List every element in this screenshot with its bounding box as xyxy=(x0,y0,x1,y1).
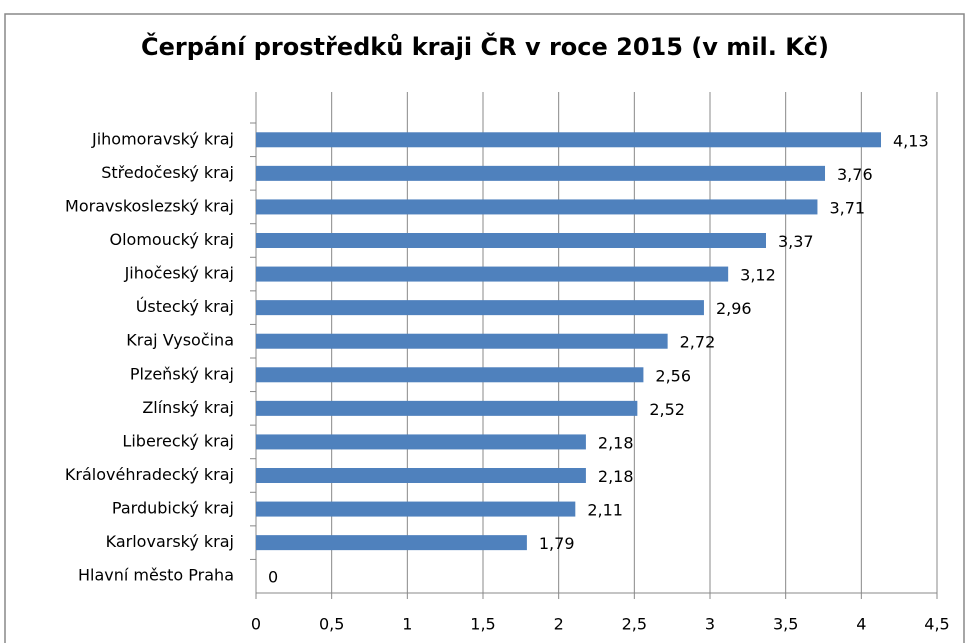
x-tick-label: 4,5 xyxy=(924,615,949,634)
chart-title: Čerpání prostředků kraji ČR v roce 2015 … xyxy=(141,31,829,61)
value-label: 2,56 xyxy=(655,366,691,385)
x-tick-label: 0 xyxy=(251,615,261,634)
value-label: 2,72 xyxy=(680,333,716,352)
x-tick-label: 2,5 xyxy=(622,615,647,634)
y-tick-label: Královéhradecký kraj xyxy=(65,465,234,484)
value-label: 2,18 xyxy=(598,433,634,452)
y-tick-label: Plzeňský kraj xyxy=(130,364,234,383)
y-tick-label: Hlavní město Praha xyxy=(78,566,234,585)
bar xyxy=(256,468,586,483)
value-label: 1,79 xyxy=(539,534,575,553)
y-tick-label: Olomoucký kraj xyxy=(110,230,234,249)
value-label: 3,76 xyxy=(837,165,873,184)
y-tick-label: Pardubický kraj xyxy=(112,499,234,518)
bar xyxy=(256,266,729,282)
bar xyxy=(256,333,668,349)
bar xyxy=(256,233,766,248)
y-tick-label: Kraj Vysočina xyxy=(126,331,234,350)
x-tick-label: 1,5 xyxy=(470,615,495,634)
y-tick-label: Jihomoravský kraj xyxy=(91,129,234,148)
value-label: 0 xyxy=(268,568,278,587)
y-tick-label: Karlovarský kraj xyxy=(106,532,234,551)
value-label: 3,12 xyxy=(740,266,776,285)
bar xyxy=(256,199,818,215)
y-tick-label: Moravskoslezský kraj xyxy=(65,196,234,215)
bar xyxy=(256,501,576,517)
y-tick-label: Jihočeský kraj xyxy=(124,264,234,283)
bar xyxy=(256,367,644,383)
value-label: 2,11 xyxy=(587,501,623,520)
y-tick-label: Zlínský kraj xyxy=(142,398,234,417)
value-label: 4,13 xyxy=(893,131,929,150)
y-tick-label: Středočeský kraj xyxy=(101,163,234,182)
bar xyxy=(256,132,882,148)
value-label: 3,71 xyxy=(829,198,865,217)
y-tick-label: Ústecký kraj xyxy=(136,297,234,316)
bar xyxy=(256,300,704,316)
x-tick-label: 3,5 xyxy=(773,615,798,634)
value-label: 2,18 xyxy=(598,467,634,486)
x-tick-label: 1 xyxy=(402,615,412,634)
bar xyxy=(256,434,586,450)
x-tick-label: 3 xyxy=(705,615,715,634)
bar xyxy=(256,400,638,416)
value-label: 3,37 xyxy=(778,232,814,251)
y-tick-label: Liberecký kraj xyxy=(122,431,234,450)
x-tick-label: 0,5 xyxy=(319,615,344,634)
value-label: 2,96 xyxy=(716,299,752,318)
x-tick-label: 2 xyxy=(554,615,564,634)
value-label: 2,52 xyxy=(649,400,685,419)
bar xyxy=(256,535,527,551)
bar xyxy=(256,165,826,181)
x-tick-label: 4 xyxy=(856,615,866,634)
